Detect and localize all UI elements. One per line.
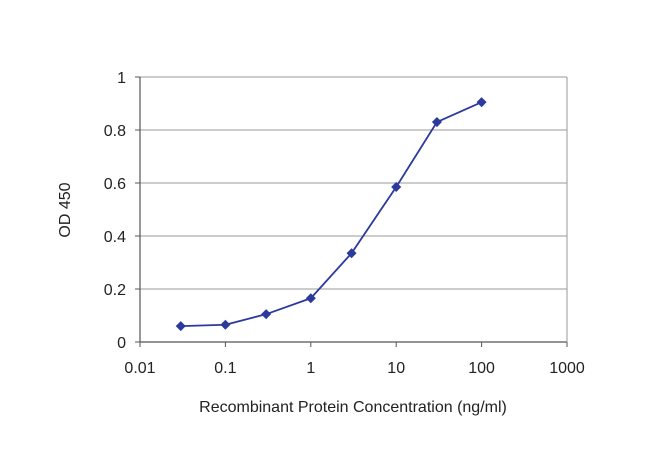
x-tick-label: 1 bbox=[306, 360, 315, 377]
y-axis-title: OD 450 bbox=[57, 182, 74, 237]
x-tick-label: 0.01 bbox=[124, 360, 155, 377]
data-point-marker bbox=[346, 248, 357, 259]
y-tick-label: 0.4 bbox=[104, 229, 126, 246]
plot-area bbox=[135, 76, 568, 347]
data-point-marker bbox=[431, 117, 442, 128]
y-tick-label: 0.6 bbox=[104, 176, 126, 193]
y-tick-labels: 0 0.2 0.4 0.6 0.8 1 bbox=[104, 70, 126, 352]
x-tick-labels: 0.01 0.1 1 10 100 1000 bbox=[124, 360, 584, 377]
series-line bbox=[180, 101, 482, 327]
data-point-marker bbox=[261, 309, 272, 320]
data-point-marker bbox=[305, 293, 316, 304]
x-tick-label: 100 bbox=[468, 360, 495, 377]
series-layer bbox=[175, 97, 487, 332]
x-tick-label: 10 bbox=[387, 360, 405, 377]
data-point-marker bbox=[175, 321, 186, 332]
data-point-marker bbox=[391, 181, 402, 192]
y-tick-label: 0.8 bbox=[104, 123, 126, 140]
y-tick-label: 0.2 bbox=[104, 282, 126, 299]
data-point-marker bbox=[220, 319, 231, 330]
plot-frame bbox=[140, 77, 567, 342]
axes bbox=[135, 76, 568, 347]
y-tick-label: 0 bbox=[117, 335, 126, 352]
x-tick-label: 0.1 bbox=[214, 360, 236, 377]
data-point-marker bbox=[476, 97, 487, 108]
x-axis-title: Recombinant Protein Concentration (ng/ml… bbox=[199, 399, 507, 416]
gridlines bbox=[140, 76, 567, 290]
x-tick-label: 1000 bbox=[549, 360, 585, 377]
y-tick-label: 1 bbox=[117, 70, 126, 87]
